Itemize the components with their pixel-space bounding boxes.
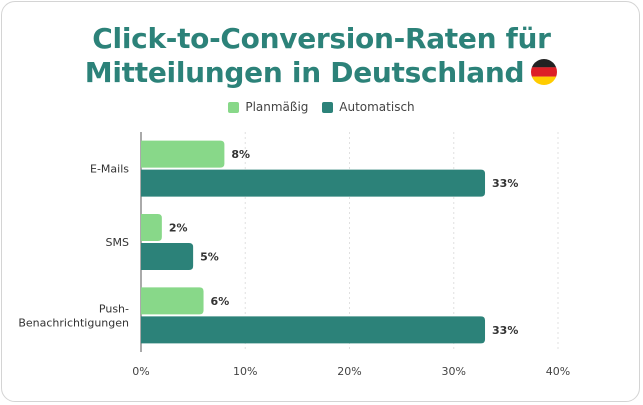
data-label: 33%	[492, 324, 518, 337]
x-tick-label: 40%	[546, 365, 570, 378]
bar	[141, 287, 204, 315]
data-label: 6%	[211, 295, 230, 308]
chart-title: Click-to-Conversion-Raten für Mitteilung…	[0, 22, 643, 90]
legend-label-automatisch: Automatisch	[339, 100, 415, 114]
bar	[141, 214, 162, 241]
data-label: 8%	[231, 148, 250, 161]
data-label: 5%	[200, 251, 219, 264]
x-tick-label: 0%	[132, 365, 149, 378]
germany-flag-icon	[531, 59, 558, 85]
x-tick-label: 20%	[337, 365, 361, 378]
category-label: Benachrichtigungen	[18, 316, 129, 329]
legend-item-automatisch: Automatisch	[322, 100, 415, 114]
legend-label-planmaessig: Planmäßig	[245, 100, 309, 114]
bar	[141, 316, 486, 344]
x-tick-label: 10%	[233, 365, 257, 378]
category-label: Push-	[99, 302, 129, 315]
chart-legend: Planmäßig Automatisch	[0, 100, 643, 116]
category-label: E-Mails	[90, 163, 129, 176]
legend-swatch-planmaessig	[228, 101, 240, 113]
title-line-2: Mitteilungen in Deutschland	[0, 56, 643, 90]
x-tick-label: 30%	[442, 365, 466, 378]
category-label: SMS	[106, 236, 129, 249]
bar	[141, 140, 225, 168]
title-line-1: Click-to-Conversion-Raten für	[92, 22, 551, 55]
bar	[141, 243, 194, 270]
legend-swatch-automatisch	[322, 101, 334, 113]
bar	[141, 169, 486, 197]
data-label: 2%	[169, 222, 188, 235]
legend-item-planmaessig: Planmäßig	[228, 100, 308, 114]
title-line-2-text: Mitteilungen in Deutschland	[84, 56, 525, 89]
data-label: 33%	[492, 177, 518, 190]
